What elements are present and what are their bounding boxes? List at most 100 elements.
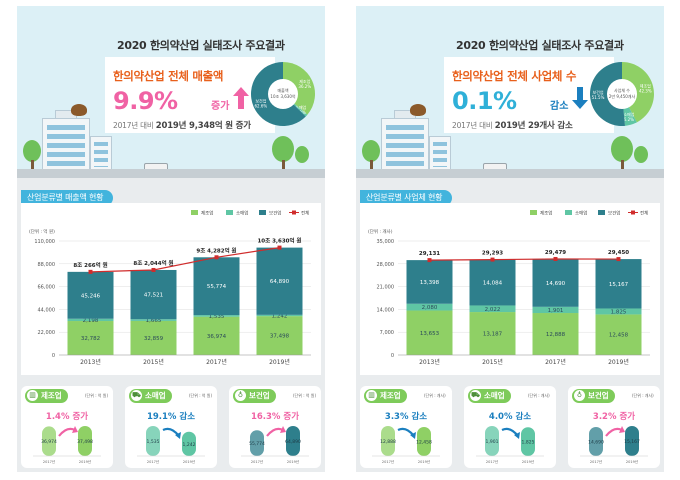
stacked-bar-chart: (단위 : 개사) 제조업 소매업 보건업 전체 0 7,000 14,000 21,000 28… bbox=[368, 210, 650, 366]
donut-center-value: 2만 9,450개사 bbox=[609, 93, 636, 99]
bar-value-label: 55,774 bbox=[207, 284, 227, 290]
tree-trunk bbox=[282, 160, 285, 170]
mini-unit: (단위 : 개사) bbox=[632, 393, 654, 398]
bar-value-label: 64,890 bbox=[270, 279, 290, 285]
total-label: 29,293 bbox=[482, 251, 503, 257]
legend-marker bbox=[292, 210, 296, 215]
bar-segment bbox=[406, 260, 453, 304]
total-label: 9조 4,282억 원 bbox=[196, 246, 236, 254]
tree-trunk bbox=[370, 160, 373, 170]
mini-year-label: 2017년 bbox=[590, 459, 602, 464]
stacked-bar-chart-box: (단위 : 개사) 제조업 소매업 보건업 전체 0 7,000 14,000 21,000 28… bbox=[360, 203, 660, 375]
mini-bar-label: 15,167 bbox=[624, 439, 640, 445]
bar-value-label: 2,080 bbox=[422, 305, 438, 311]
bar-segment bbox=[256, 247, 303, 315]
donut-slice-value: 62.6% bbox=[254, 103, 267, 108]
trend-arrow-head bbox=[410, 432, 416, 439]
tree-icon bbox=[362, 140, 380, 162]
stethoscope-icon: ♁ bbox=[235, 390, 246, 401]
mini-bar bbox=[78, 426, 92, 456]
mini-bar bbox=[521, 427, 535, 456]
bar-segment bbox=[193, 257, 240, 316]
tree-trunk bbox=[621, 160, 624, 170]
mini-chart: 12,888 2017년 12,458 2019년 bbox=[372, 426, 440, 464]
legend-swatch bbox=[191, 210, 198, 215]
legend-label: 소매업 bbox=[236, 210, 248, 217]
big-suffix: 증가 bbox=[211, 101, 230, 112]
total-marker bbox=[277, 245, 282, 250]
mini-year-label: 2019년 bbox=[183, 459, 195, 464]
section-title: 산업분류별 사업체 현황 bbox=[360, 190, 453, 206]
bar-value-label: 1,825 bbox=[611, 309, 627, 315]
total-label: 29,450 bbox=[608, 250, 629, 256]
bar-segment bbox=[469, 305, 516, 313]
legend-label: 제조업 bbox=[201, 210, 213, 217]
mini-unit: (단위 : 억 원) bbox=[293, 393, 317, 398]
y-tick-label: 66,000 bbox=[38, 285, 56, 291]
x-tick-label: 2019년 bbox=[608, 358, 629, 366]
mini-year-label: 2019년 bbox=[287, 459, 299, 464]
y-tick-label: 22,000 bbox=[38, 330, 56, 336]
trend-arrow-head bbox=[619, 426, 625, 433]
bar-value-label: 12,888 bbox=[546, 332, 566, 338]
big-percent: 0.1% bbox=[452, 87, 517, 115]
total-label: 29,131 bbox=[419, 251, 440, 257]
page-title: 2020 한의약산업 실태조사 주요결과 bbox=[456, 39, 624, 52]
mini-card-tag: ▥ 제조업 bbox=[25, 389, 68, 403]
donut-slice-value: 6.2% bbox=[624, 117, 634, 122]
x-tick-label: 2019년 bbox=[269, 358, 290, 366]
panel-sales: 2020 한의약산업 실태조사 주요결과 한의약산업 전체 매출액 9.9% 증… bbox=[17, 6, 325, 472]
x-tick-label: 2017년 bbox=[206, 358, 227, 366]
bar-value-label: 1,665 bbox=[146, 318, 162, 324]
arrow-down-icon bbox=[572, 87, 588, 109]
mini-change: 3.3% 감소 bbox=[384, 412, 428, 422]
bar-segment bbox=[256, 314, 303, 317]
stacked-bar-chart-box: (단위 : 억 원) 제조업 소매업 보건업 전체 0 22,000 44,000 66,000… bbox=[21, 203, 321, 375]
mini-year-label: 2019년 bbox=[626, 459, 638, 464]
tree-trunk bbox=[31, 160, 34, 170]
legend-swatch bbox=[530, 210, 537, 215]
building-icon bbox=[381, 118, 429, 173]
legend-swatch bbox=[259, 210, 266, 215]
y-tick-label: 7,000 bbox=[380, 330, 394, 336]
trend-arrow-head bbox=[72, 426, 78, 433]
mini-change: 19.1% 감소 bbox=[146, 412, 196, 422]
y-tick-label: 14,000 bbox=[377, 307, 395, 313]
mini-chart: 55,774 2017년 64,890 2019년 bbox=[241, 426, 309, 464]
donut-slice-value: 42.3% bbox=[639, 88, 652, 93]
bar-value-label: 13,187 bbox=[483, 332, 503, 338]
bar-value-label: 2,198 bbox=[83, 318, 99, 324]
bar-value-label: 1,901 bbox=[548, 308, 564, 314]
mini-card-manufacturing: 36,974 2017년 37,498 2019년 ▥ 제조업 (단위 : 억 원) 1… bbox=[21, 386, 113, 468]
headline: 한의약산업 전체 사업체 수 bbox=[452, 69, 577, 83]
trend-arrow-head bbox=[280, 426, 286, 433]
headline: 한의약산업 전체 매출액 bbox=[113, 69, 224, 83]
cart-icon: ⛟ bbox=[470, 390, 481, 401]
mini-bar-label: 1,242 bbox=[183, 442, 196, 448]
big-percent: 9.9% bbox=[113, 87, 178, 115]
legend-label: 소매업 bbox=[575, 210, 587, 217]
total-label: 8조 2,044억 원 bbox=[133, 259, 173, 267]
mini-change: 4.0% 감소 bbox=[488, 412, 532, 422]
page-title: 2020 한의약산업 실태조사 주요결과 bbox=[117, 39, 285, 52]
bar-segment bbox=[595, 308, 642, 315]
mini-bar-label: 1,535 bbox=[147, 439, 160, 445]
mini-bar bbox=[182, 431, 196, 456]
mini-bar-label: 12,888 bbox=[380, 439, 396, 445]
legend-label: 제조업 bbox=[540, 210, 552, 217]
section-title: 산업분류별 매출액 현황 bbox=[21, 190, 114, 206]
stacked-bar-chart: (단위 : 억 원) 제조업 소매업 보건업 전체 0 22,000 44,000 66,000… bbox=[29, 210, 311, 366]
bar-value-label: 13,398 bbox=[420, 280, 440, 286]
mini-year-label: 2017년 bbox=[486, 459, 498, 464]
tree-icon bbox=[272, 136, 294, 162]
mini-bar bbox=[625, 426, 639, 456]
ground bbox=[17, 169, 325, 178]
building-icon bbox=[42, 118, 90, 173]
mini-change: 3.2% 증가 bbox=[592, 412, 636, 422]
mini-bar bbox=[381, 426, 395, 456]
bar-value-label: 45,246 bbox=[81, 293, 101, 299]
legend-swatch bbox=[565, 210, 572, 215]
mini-unit: (단위 : 억 원) bbox=[189, 393, 213, 398]
